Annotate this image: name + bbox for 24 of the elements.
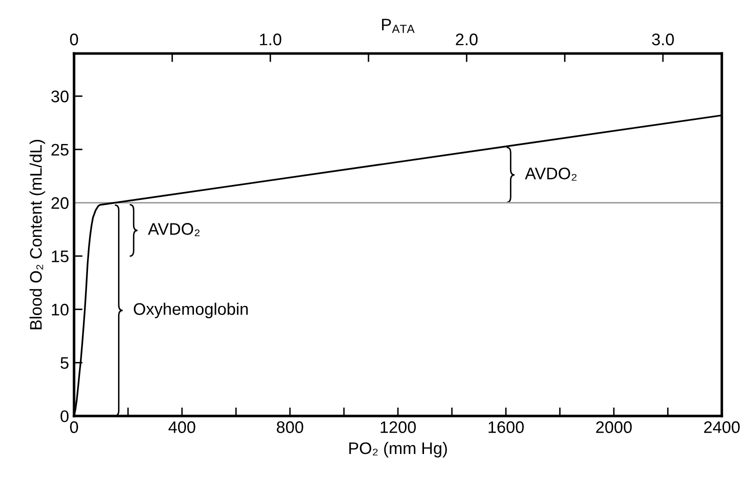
x2-tick-label: 0 — [70, 34, 78, 46]
x-tick-label: 2000 — [596, 421, 632, 434]
annotation: AVDO₂ — [524, 168, 577, 181]
x2-tick-label: 1.0 — [260, 34, 282, 46]
y-tick-label: 25 — [51, 144, 68, 156]
x-tick-label: 2400 — [704, 421, 740, 434]
y-tick-label: 5 — [60, 357, 68, 369]
x-tick-label: 400 — [168, 421, 196, 434]
y-tick-label: 20 — [51, 197, 69, 209]
y-axis-title: Blood O₂ Content (mL/dL) — [30, 140, 46, 330]
x-tick-label: 1600 — [488, 421, 524, 434]
x2-tick-label: 3.0 — [652, 34, 674, 46]
annotation: AVDO₂ — [148, 223, 200, 236]
annotation: Oxyhemoglobin — [134, 302, 248, 318]
x-axis-title: PO₂ (mm Hg) — [349, 442, 447, 458]
x-tick-label: 800 — [276, 421, 304, 434]
x2-axis-title: P$_{ATA}$ — [382, 18, 415, 33]
y-tick-label: 30 — [51, 90, 69, 102]
y-tick-label: 15 — [52, 250, 68, 262]
y-tick-label: 0 — [60, 410, 69, 422]
x-tick-label: 1200 — [380, 421, 416, 434]
x2-tick-label: 2.0 — [456, 34, 478, 46]
y-tick-label: 10 — [52, 304, 69, 316]
x-tick-label: 0 — [70, 421, 78, 434]
